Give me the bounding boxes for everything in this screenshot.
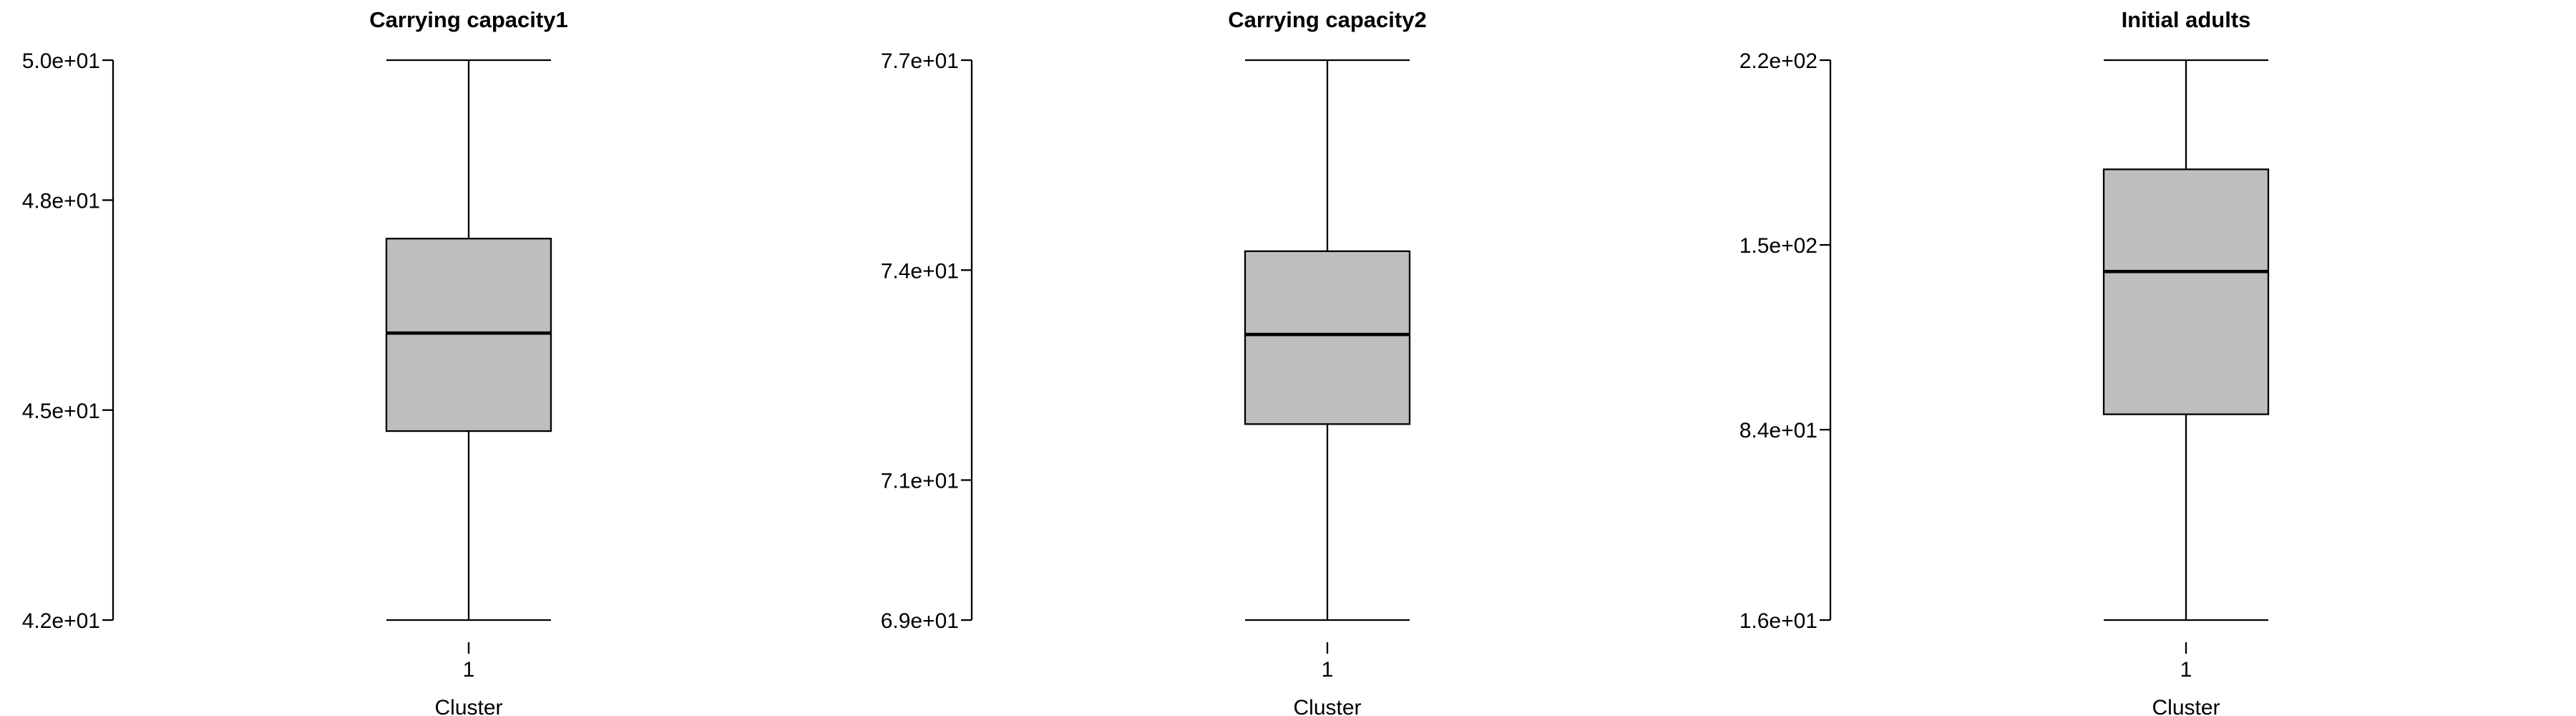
x-axis-label: Cluster bbox=[1293, 696, 1361, 716]
y-tick-label: 4.2e+01 bbox=[22, 609, 100, 633]
chart-title: Carrying capacity1 bbox=[369, 7, 567, 32]
x-axis-label: Cluster bbox=[434, 696, 502, 716]
y-tick-label: 1.6e+01 bbox=[1740, 609, 1818, 633]
y-tick-label: 5.0e+01 bbox=[22, 49, 100, 73]
iqr-box bbox=[1244, 250, 1411, 425]
y-tick-label: 2.2e+02 bbox=[1740, 49, 1818, 73]
iqr-box bbox=[385, 238, 552, 432]
x-tick-label: 1 bbox=[2180, 658, 2192, 682]
chart-title: Carrying capacity2 bbox=[1228, 7, 1426, 32]
y-tick-label: 7.1e+01 bbox=[881, 470, 959, 493]
y-tick-label: 8.4e+01 bbox=[1740, 419, 1818, 442]
y-tick-label: 6.9e+01 bbox=[881, 609, 959, 633]
y-tick-label: 7.7e+01 bbox=[881, 49, 959, 73]
y-tick-label: 4.5e+01 bbox=[22, 400, 100, 423]
panels: Carrying capacity1 4.2e+01 4.5e+01 4.8e+01 5… bbox=[22, 7, 2270, 716]
x-axis-label: Cluster bbox=[2152, 696, 2220, 716]
x-tick-label: 1 bbox=[463, 658, 475, 682]
y-tick-label: 4.8e+01 bbox=[22, 190, 100, 213]
x-tick-label: 1 bbox=[1322, 658, 1334, 682]
chart-panel-1: Carrying capacity1 4.2e+01 4.5e+01 4.8e+01 5… bbox=[22, 7, 568, 716]
y-tick-label: 1.5e+02 bbox=[1740, 234, 1818, 258]
chart-title: Initial adults bbox=[2122, 7, 2251, 32]
iqr-box bbox=[2102, 168, 2270, 415]
chart-panel-3: Initial adults 1.6e+01 8.4e+01 1.5e+02 2.2e+… bbox=[1740, 7, 2270, 716]
y-tick-label: 7.4e+01 bbox=[881, 259, 959, 283]
chart-panel-2: Carrying capacity2 6.9e+01 7.1e+01 7.4e+01 7… bbox=[881, 7, 1427, 716]
